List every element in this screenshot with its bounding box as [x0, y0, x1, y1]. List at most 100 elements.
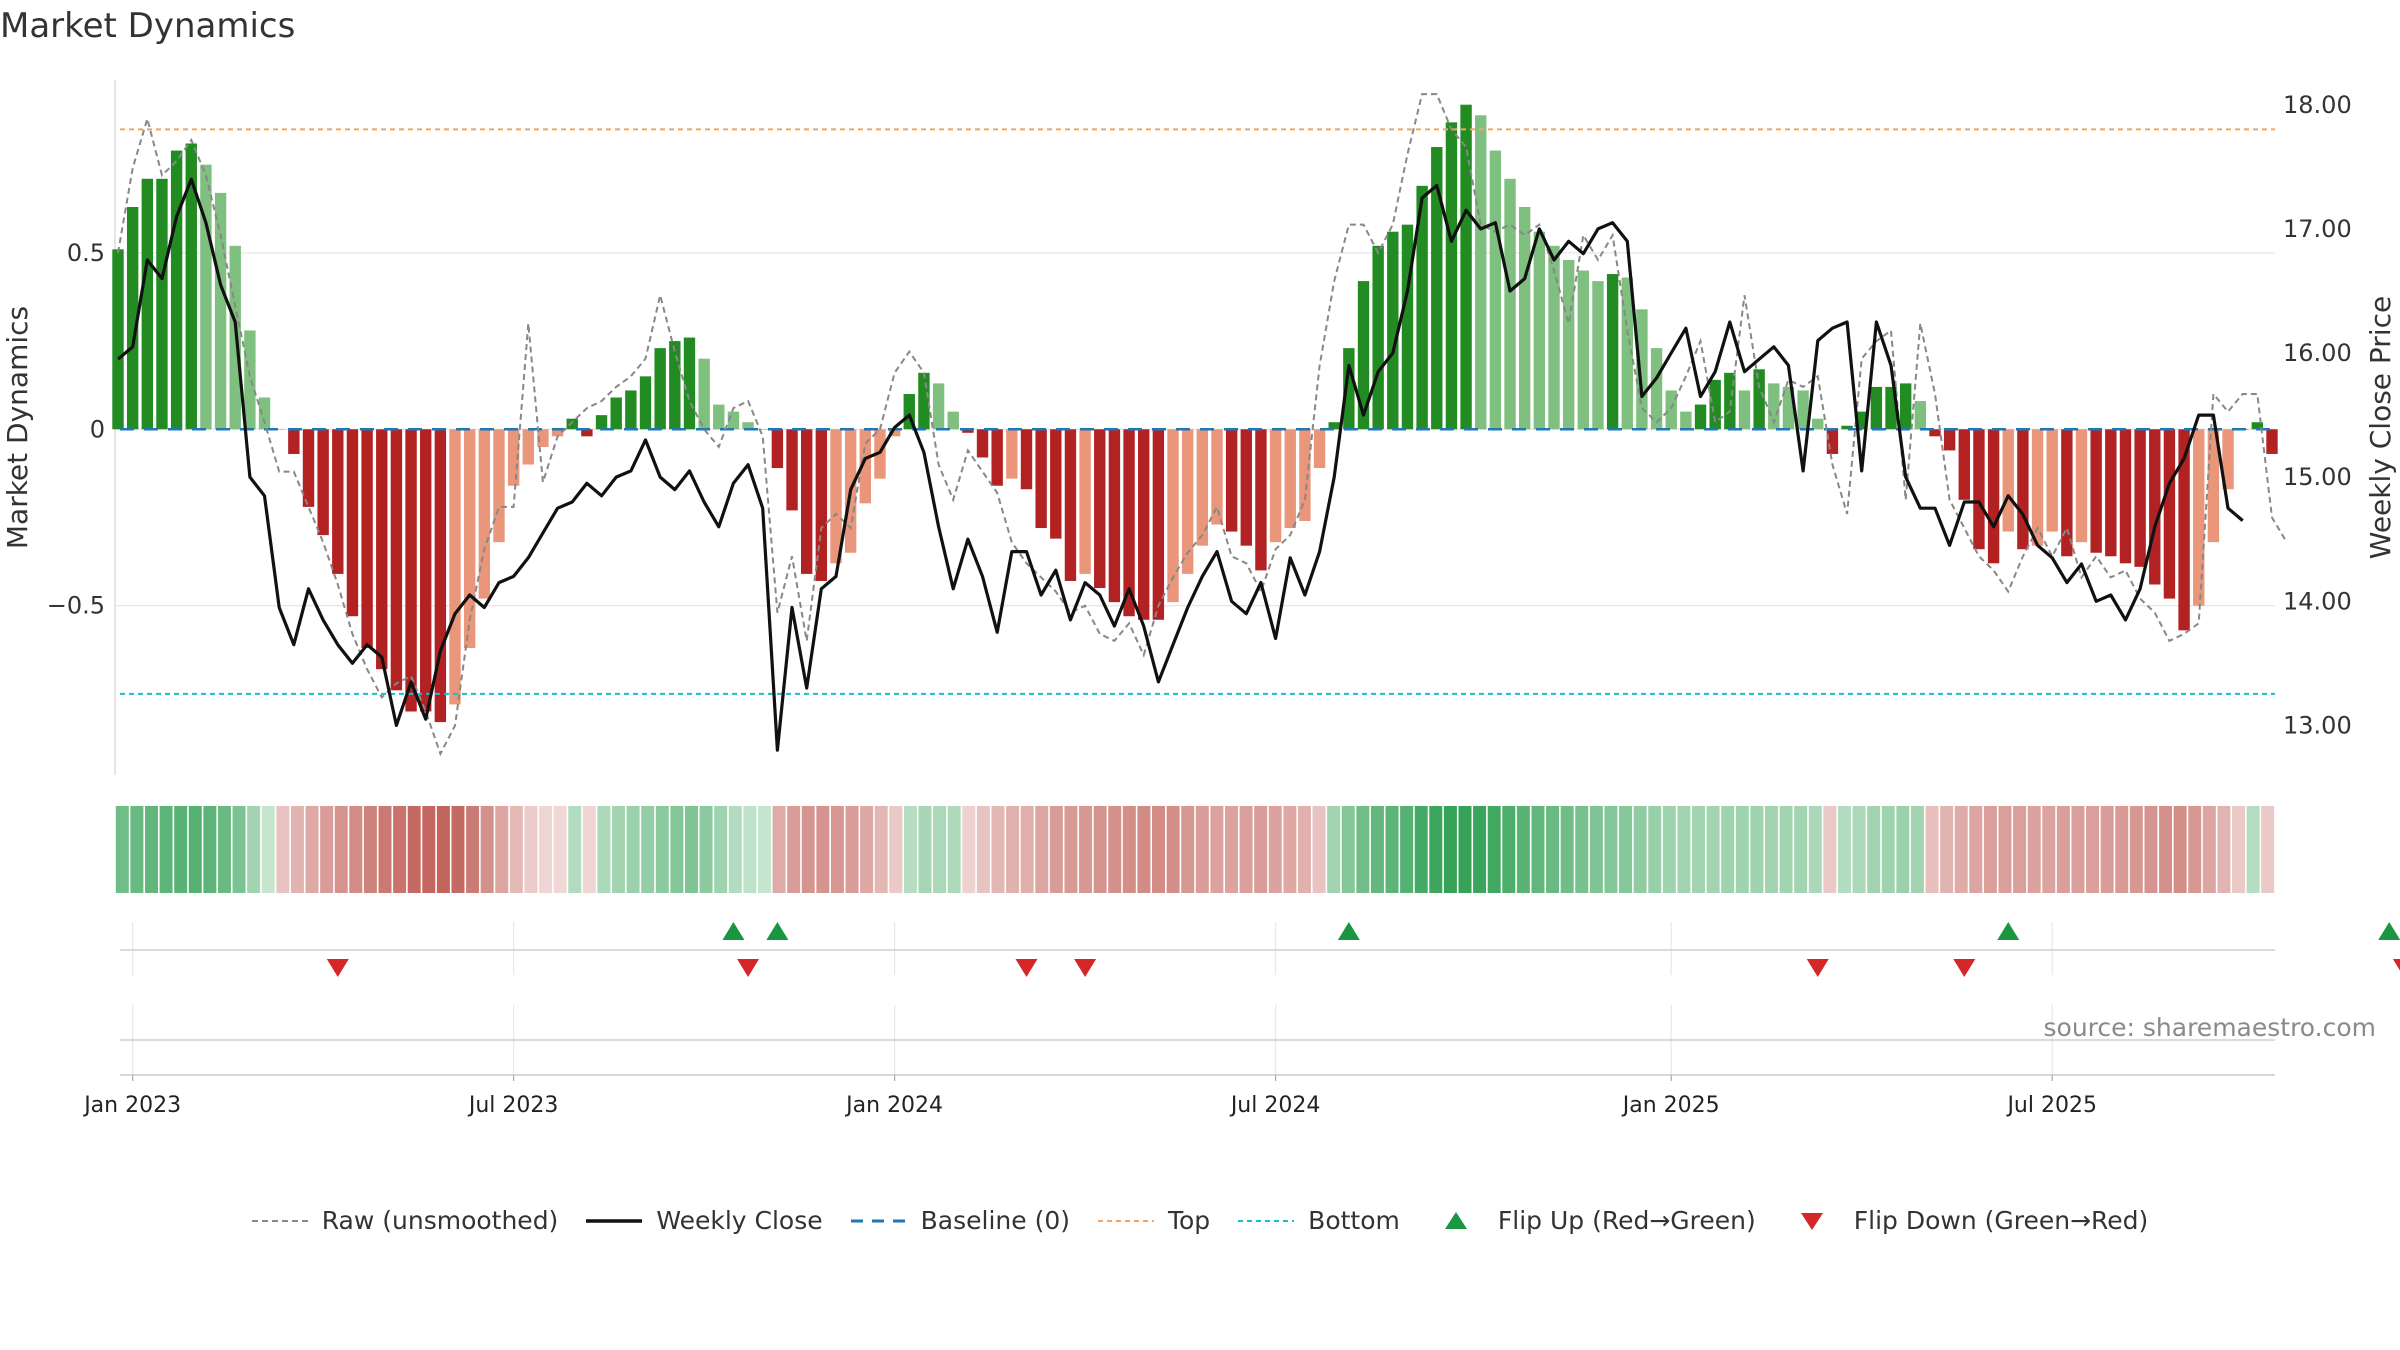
bar	[1240, 429, 1252, 546]
strip-cell	[2173, 806, 2187, 893]
bar	[2119, 429, 2132, 564]
strip-cell	[1283, 806, 1297, 893]
weekly-close-line	[116, 177, 2244, 752]
strip-cell	[261, 806, 275, 893]
legend-flip-down-swatch	[1800, 1212, 1823, 1230]
strip-cell	[1837, 806, 1851, 893]
bar	[1914, 401, 1927, 430]
bar	[771, 429, 784, 469]
bar	[1958, 429, 1970, 500]
bar	[1211, 429, 1223, 525]
bar	[1035, 429, 1047, 529]
flip-down-marker	[326, 959, 349, 977]
strip-cell	[670, 806, 684, 893]
strip-cell	[1473, 806, 1487, 893]
flip-down-marker	[737, 959, 760, 977]
right-tick-label: 14.00	[2283, 587, 2352, 615]
strip-cell	[684, 806, 698, 893]
strip-cell	[1400, 806, 1414, 893]
strip-cell	[641, 806, 655, 893]
strip-cell	[1575, 806, 1589, 893]
bar	[1650, 348, 1663, 430]
bar	[801, 429, 813, 574]
bar	[962, 429, 974, 433]
x-tick-label: Jan 2024	[844, 1093, 943, 1118]
strip-cell	[1239, 806, 1253, 893]
bar	[1357, 281, 1370, 430]
bar	[522, 429, 534, 465]
left-axis-label: Market Dynamics	[1, 306, 34, 549]
strip-cell	[130, 806, 144, 893]
bar	[2105, 429, 2117, 557]
bar	[1431, 147, 1443, 430]
strip-cell	[933, 806, 947, 893]
bar	[932, 383, 945, 430]
strip-cell	[2027, 806, 2041, 893]
strip-cell	[1677, 806, 1691, 893]
bar	[2017, 429, 2029, 550]
strip-cell	[1531, 806, 1545, 893]
bar	[581, 429, 593, 437]
bar	[1841, 425, 1853, 430]
bar	[1768, 383, 1780, 430]
strip-cell	[1910, 806, 1924, 893]
strip-cell	[714, 806, 728, 893]
strip-cell	[393, 806, 407, 893]
strip-cell	[1341, 806, 1355, 893]
legend-swatch	[1444, 1211, 1467, 1229]
strip-cell	[1429, 806, 1443, 893]
legend-item: Flip Up (Red→Green)	[1428, 1206, 1756, 1235]
strip-cell	[699, 806, 713, 893]
strip-cell	[2042, 806, 2056, 893]
strip-cell	[174, 806, 188, 893]
strip-cell	[451, 806, 465, 893]
bar	[126, 207, 139, 430]
strip-cell	[830, 806, 844, 893]
bar	[2251, 422, 2264, 430]
legend-item: Raw (unsmoothed)	[251, 1206, 558, 1235]
strip-cell	[2071, 806, 2085, 893]
bar	[1562, 259, 1575, 430]
bar	[669, 341, 681, 430]
bar	[1753, 369, 1765, 430]
flip-down-marker	[1806, 959, 1829, 977]
strip-cell	[801, 806, 815, 893]
bar	[976, 429, 989, 458]
bar	[595, 415, 608, 430]
strip-cell	[2013, 806, 2027, 893]
x-tick-label: Jan 2025	[1621, 1093, 1720, 1118]
bar	[1181, 429, 1194, 574]
bar	[1797, 390, 1809, 430]
strip-cell	[1721, 806, 1735, 893]
legend-label: Flip Down (Green→Red)	[1853, 1206, 2149, 1235]
bar	[566, 418, 578, 430]
flip-markers	[326, 922, 2400, 977]
bar	[2163, 429, 2176, 599]
bar	[1167, 429, 1179, 603]
strip-cell	[612, 806, 626, 893]
strip-cell	[320, 806, 334, 893]
bar	[757, 429, 769, 430]
strip-cell	[947, 806, 961, 893]
strip-cell	[743, 806, 757, 893]
strip-cell	[2100, 806, 2114, 893]
strip-cell	[1137, 806, 1151, 893]
bar	[1094, 429, 1106, 589]
strip-cell	[568, 806, 582, 893]
chart-title: Market Dynamics	[0, 6, 296, 46]
strip-cell	[2188, 806, 2202, 893]
legend-label: Bottom	[1308, 1206, 1400, 1235]
strip-cell	[305, 806, 319, 893]
strip-cell	[1297, 806, 1311, 893]
strip-cell	[524, 806, 538, 893]
bar	[1973, 429, 1985, 550]
strip-cell	[991, 806, 1005, 893]
legend-item: Baseline (0)	[850, 1206, 1070, 1235]
strip-cell	[1619, 806, 1633, 893]
bar	[2075, 429, 2088, 543]
bar	[903, 393, 915, 430]
strip-cell	[1254, 806, 1268, 893]
right-tick-label: 15.00	[2283, 463, 2352, 491]
legend-item: Bottom	[1238, 1206, 1400, 1235]
